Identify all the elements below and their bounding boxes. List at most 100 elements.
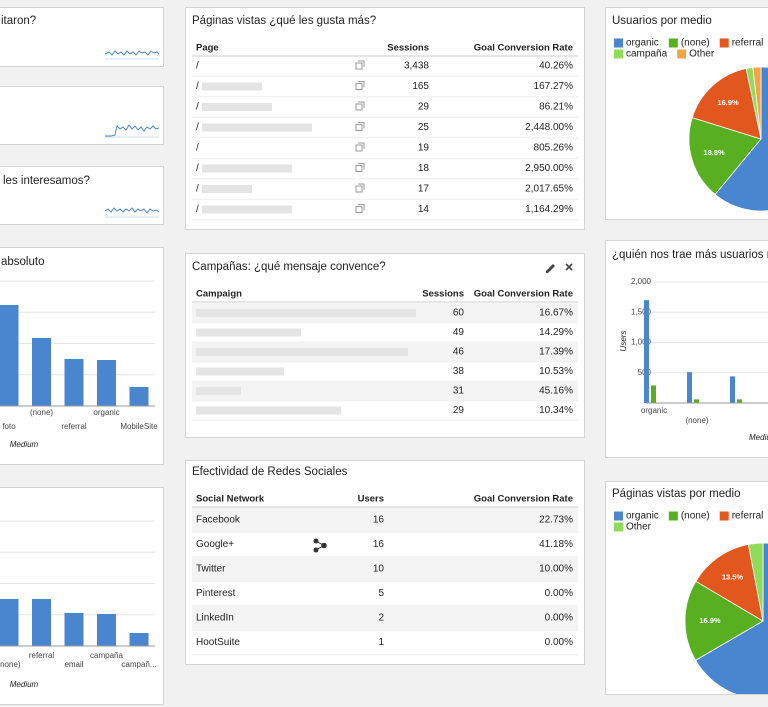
table-cell: 31 [453, 386, 465, 397]
widget-title: Páginas vistas ¿qué les gusta más? [192, 15, 376, 27]
table-cell: 165 [412, 81, 429, 92]
table-cell: / [196, 61, 199, 72]
bar [64, 613, 84, 646]
pie-chart: Páginas vistas por medio organic (none) ref… [612, 488, 768, 694]
row-stripe [192, 381, 578, 401]
open-link-icon[interactable] [355, 122, 365, 131]
axis-title: Users [619, 331, 628, 352]
table-cell: 46 [453, 347, 465, 358]
slice-label: 18.8% [703, 148, 725, 157]
pie-chart: Usuarios por medio organic (none) referral c… [612, 15, 768, 212]
table-cell: Twitter [196, 564, 226, 575]
bar [0, 599, 19, 646]
legend-swatch [719, 511, 729, 521]
table-cell: 1 [378, 637, 384, 648]
table-cell: 0.00% [545, 588, 573, 599]
bar [129, 387, 149, 406]
widget-title: Campañas: ¿qué mensaje convence? [192, 261, 386, 273]
slice-label: 16.9% [717, 98, 739, 107]
pie-slice [695, 543, 764, 622]
table-cell: 49 [453, 327, 465, 338]
legend-swatch [668, 38, 678, 48]
bar [32, 599, 51, 646]
table-cell: Pinterest [196, 588, 236, 599]
widget [0, 86, 164, 145]
table-cell: 41.18% [539, 539, 573, 550]
x-tick-label: campañ... [121, 660, 156, 669]
table-cell: 16.67% [539, 308, 573, 319]
bar [97, 614, 116, 646]
x-tick-label: (none) [30, 408, 53, 417]
table-cell: 805.26% [534, 143, 574, 154]
legend-label: campaña [626, 49, 668, 60]
redacted [196, 367, 284, 376]
legend-label: Other [626, 522, 652, 533]
widget: Páginas vistas por medio organic (none) ref… [605, 481, 768, 695]
column-header: Users [358, 494, 384, 505]
open-link-icon[interactable] [355, 163, 365, 172]
table-cell: 16 [373, 515, 385, 526]
open-link-icon[interactable] [355, 204, 365, 213]
redacted [202, 123, 312, 132]
bar [32, 338, 51, 406]
widget: absoluto foto (none) referral organic MobileS… [0, 247, 164, 465]
widget-title: Usuarios por medio [612, 15, 712, 27]
table-cell: 2,017.65% [525, 184, 573, 195]
table-cell: / [196, 204, 199, 215]
axis-title: Medium [749, 433, 768, 442]
bar-chart: ¿quién nos trae más usuarios nue5001,000… [612, 249, 768, 442]
redacted [196, 309, 416, 317]
pie-slice [752, 66, 762, 140]
legend-label: referral [732, 38, 764, 49]
table: Páginas vistas ¿qué les gusta más? Page Se… [192, 15, 578, 221]
widget-title: ¿quién nos trae más usuarios nue [612, 249, 768, 261]
pie-slice [684, 580, 764, 661]
open-link-icon[interactable] [355, 183, 365, 193]
edit-icon[interactable] [546, 264, 555, 273]
table-cell: / [196, 184, 199, 195]
x-tick-label: foto [2, 422, 16, 431]
table-cell: 2,448.00% [525, 122, 573, 133]
open-link-icon[interactable] [355, 60, 365, 70]
table-cell: 40.26% [539, 61, 573, 72]
table-cell: / [196, 81, 199, 92]
x-tick-label: organic [93, 408, 119, 417]
axis-title: Medium [10, 680, 39, 689]
widget-title: itaron? [1, 15, 36, 27]
column-header: Goal Conversion Rate [474, 43, 573, 54]
table-cell: 38 [453, 366, 465, 377]
bar [64, 359, 84, 406]
open-link-icon[interactable] [355, 142, 365, 152]
row-stripe [192, 605, 578, 631]
x-tick-label: referral [29, 651, 55, 660]
open-link-icon[interactable] [355, 81, 365, 90]
legend-label: (none) [681, 38, 710, 49]
table-cell: LinkedIn [196, 613, 234, 624]
widget: Campañas: ¿qué mensaje convence? Campaign… [185, 253, 585, 438]
legend-swatch [677, 49, 687, 59]
table-cell: 10.53% [539, 366, 573, 377]
table-cell: 22.73% [539, 515, 573, 526]
bar [687, 372, 692, 403]
close-icon[interactable] [565, 263, 573, 271]
widget: les interesamos? [0, 166, 164, 225]
table-cell: 25 [418, 122, 430, 133]
widget: Usuarios por medio organic (none) referral c… [605, 7, 768, 220]
open-link-icon[interactable] [355, 101, 365, 111]
x-tick-label: MobileSite [120, 422, 158, 431]
legend-swatch [614, 511, 623, 521]
widget-title: absoluto [1, 256, 44, 268]
bar [694, 399, 699, 403]
column-header: Sessions [387, 43, 429, 54]
table-cell: 45.16% [539, 386, 573, 397]
share-icon [313, 538, 327, 553]
pie-slice [747, 542, 764, 622]
bar-chart: absoluto foto (none) referral organicMobileS… [0, 256, 158, 449]
legend-swatch [719, 38, 729, 48]
bar [737, 399, 742, 403]
redacted [196, 328, 301, 337]
legend-label: (none) [681, 511, 710, 522]
table-cell: 0.00% [545, 613, 573, 624]
